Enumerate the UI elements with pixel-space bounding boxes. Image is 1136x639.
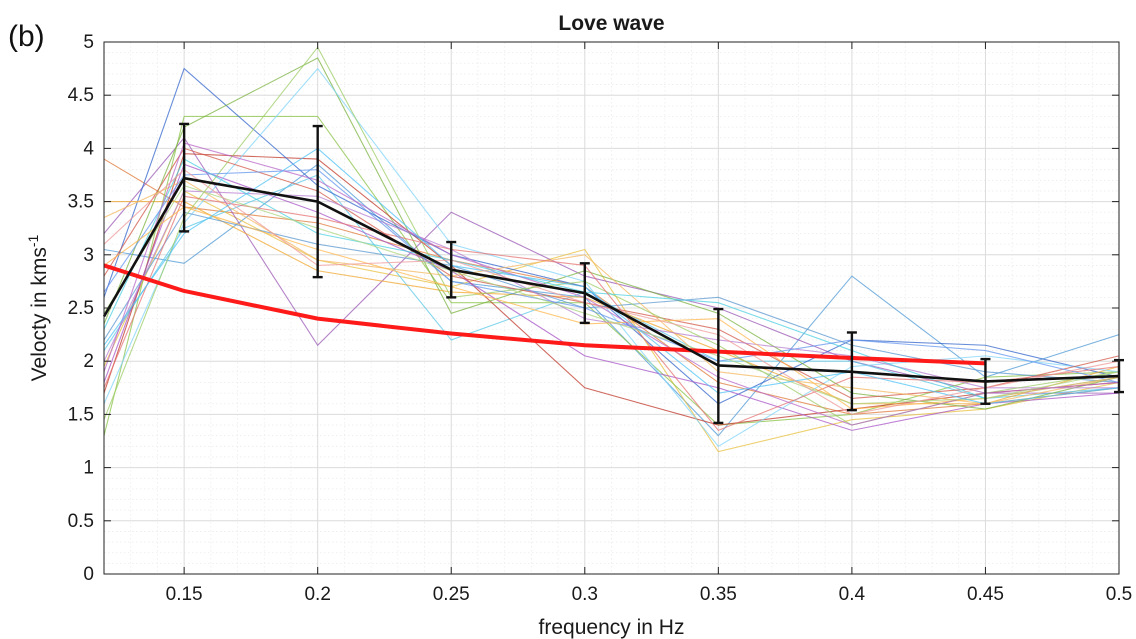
y-axis-title: Velocty in kms-1 xyxy=(25,234,51,381)
mean-line-group xyxy=(102,122,1124,425)
axis-ticks: 0.15 0.2 0.25 0.3 0.35 0.4 0.45 0.5 0 0.5 1 1.5 2 2.5… xyxy=(68,32,1133,605)
x-tick-label: 0.2 xyxy=(304,584,330,605)
y-axis-title-main: Velocty in kms xyxy=(28,247,51,381)
y-tick-label: 0.5 xyxy=(68,511,94,532)
y-tick-label: 1 xyxy=(83,458,94,479)
y-tick-label: 2 xyxy=(83,351,94,372)
y-tick-label: 3 xyxy=(83,245,94,266)
reference-line-group xyxy=(103,263,986,366)
y-tick-label: 2.5 xyxy=(68,298,94,319)
y-tick-label: 0 xyxy=(83,564,94,585)
chart-title: Love wave xyxy=(558,12,664,35)
x-tick-label: 0.25 xyxy=(433,584,470,605)
y-tick-label: 1.5 xyxy=(68,404,94,425)
y-tick-label: 5 xyxy=(83,32,94,53)
x-tick-label: 0.5 xyxy=(1106,584,1132,605)
ensemble-line xyxy=(103,179,1120,405)
x-tick-label: 0.3 xyxy=(572,584,598,605)
x-axis-title: frequency in Hz xyxy=(539,616,685,639)
x-tick-label: 0.15 xyxy=(166,584,203,605)
x-tick-label: 0.45 xyxy=(967,584,1004,605)
y-tick-label: 4.5 xyxy=(68,85,94,106)
y-tick-label: 3.5 xyxy=(68,192,94,213)
y-tick-label: 4 xyxy=(83,138,94,159)
y-axis-title-superscript: -1 xyxy=(25,234,41,247)
x-tick-label: 0.4 xyxy=(839,584,866,605)
x-tick-label: 0.35 xyxy=(700,584,737,605)
reference-line xyxy=(103,263,986,366)
panel-label: (b) xyxy=(8,20,45,53)
ensemble-line xyxy=(103,163,1120,431)
